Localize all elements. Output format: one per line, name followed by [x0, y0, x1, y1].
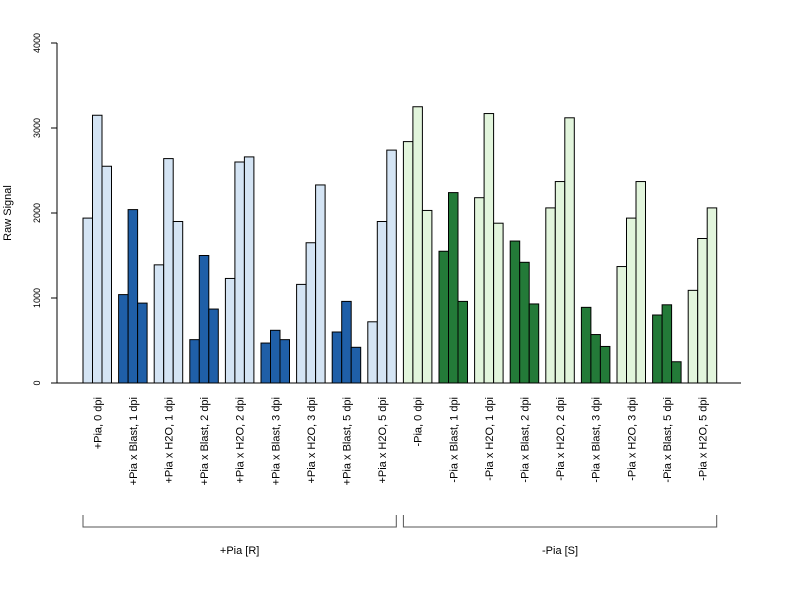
bar	[101, 165, 112, 384]
bar	[421, 209, 433, 384]
bar	[626, 217, 637, 384]
bar	[590, 334, 601, 384]
bar	[652, 314, 663, 384]
group-label: -Pia [S]	[542, 545, 578, 557]
bar	[172, 221, 184, 384]
x-tick-label: +Pia x Blast, 5 dpi	[341, 397, 353, 485]
bar	[545, 207, 556, 384]
y-tick-label: 0	[32, 380, 42, 385]
x-tick-label: +Pia x H2O, 5 dpi	[377, 397, 389, 484]
bar	[438, 250, 449, 384]
bar	[234, 161, 245, 384]
x-tick-label: +Pia x Blast, 3 dpi	[270, 397, 282, 485]
bar	[305, 242, 317, 384]
y-ticks: 0 1000 2000 3000 4000	[32, 33, 57, 386]
bar	[564, 117, 575, 384]
y-tick-label: 2000	[32, 203, 42, 223]
bar	[92, 114, 103, 384]
bar	[279, 339, 290, 384]
bar	[376, 221, 388, 384]
bar	[137, 302, 148, 384]
group-bracket	[402, 515, 718, 528]
bar	[296, 283, 307, 384]
bar	[331, 331, 343, 384]
x-tick-label: +Pia x Blast, 2 dpi	[199, 397, 211, 485]
bar	[341, 300, 352, 384]
bar	[270, 329, 281, 384]
bar	[616, 266, 627, 384]
bar	[661, 304, 673, 384]
y-tick-label: 3000	[32, 118, 42, 138]
bar	[127, 209, 139, 384]
x-tick-labels: +Pia, 0 dpi +Pia x Blast, 1 dpi +Pia x H2O…	[92, 397, 709, 485]
bar	[367, 321, 378, 384]
bar	[687, 289, 699, 384]
bar	[519, 261, 530, 384]
y-tick-label: 1000	[32, 288, 42, 308]
bar	[260, 342, 271, 384]
bar	[457, 300, 468, 384]
bar	[82, 217, 93, 384]
bars	[82, 106, 718, 384]
bar	[580, 306, 592, 384]
bar	[528, 303, 540, 384]
bar	[224, 277, 236, 384]
bar	[315, 184, 326, 384]
x-tick-label: +Pia x H2O, 2 dpi	[235, 397, 247, 484]
x-tick-label: -Pia x Blast, 3 dpi	[591, 397, 603, 483]
x-tick-label: -Pia x H2O, 2 dpi	[555, 397, 567, 481]
x-tick-label: -Pia x H2O, 5 dpi	[697, 397, 709, 481]
bar	[243, 156, 255, 384]
x-tick-label: +Pia x H2O, 1 dpi	[163, 397, 175, 484]
bar	[386, 149, 397, 384]
bar	[208, 308, 219, 384]
x-tick-label: -Pia x H2O, 3 dpi	[626, 397, 638, 481]
bar	[189, 339, 200, 384]
bar	[198, 255, 210, 384]
group-label: +Pia [R]	[220, 545, 259, 557]
x-tick-label: -Pia x Blast, 2 dpi	[519, 397, 531, 483]
group-bracket	[82, 515, 397, 528]
x-tick-label: +Pia x Blast, 1 dpi	[128, 397, 140, 485]
x-tick-label: -Pia x Blast, 1 dpi	[448, 397, 460, 483]
bar	[706, 207, 718, 384]
bar	[671, 361, 682, 384]
x-tick-label: -Pia, 0 dpi	[413, 397, 425, 447]
bar	[412, 106, 423, 384]
y-axis: 0 1000 2000 3000 4000 Raw Signal	[2, 33, 58, 386]
bar	[474, 197, 485, 384]
bar	[163, 158, 174, 384]
bar	[118, 294, 129, 384]
bar	[493, 222, 504, 384]
bar	[402, 141, 414, 384]
x-tick-label: -Pia x Blast, 5 dpi	[662, 397, 674, 483]
y-tick-label: 4000	[32, 33, 42, 53]
y-axis-label: Raw Signal	[2, 185, 14, 241]
x-tick-label: +Pia, 0 dpi	[92, 397, 104, 449]
bar	[483, 113, 495, 384]
bar	[350, 346, 362, 384]
group-brackets: +Pia [R] -Pia [S]	[82, 515, 718, 557]
x-tick-label: +Pia x H2O, 3 dpi	[306, 397, 318, 484]
bar	[153, 264, 165, 384]
bar	[554, 181, 566, 384]
bar	[697, 238, 708, 384]
bar	[448, 192, 459, 384]
x-tick-label: -Pia x H2O, 1 dpi	[484, 397, 496, 481]
bar	[635, 181, 646, 384]
bar	[509, 240, 521, 384]
bar	[599, 345, 611, 384]
